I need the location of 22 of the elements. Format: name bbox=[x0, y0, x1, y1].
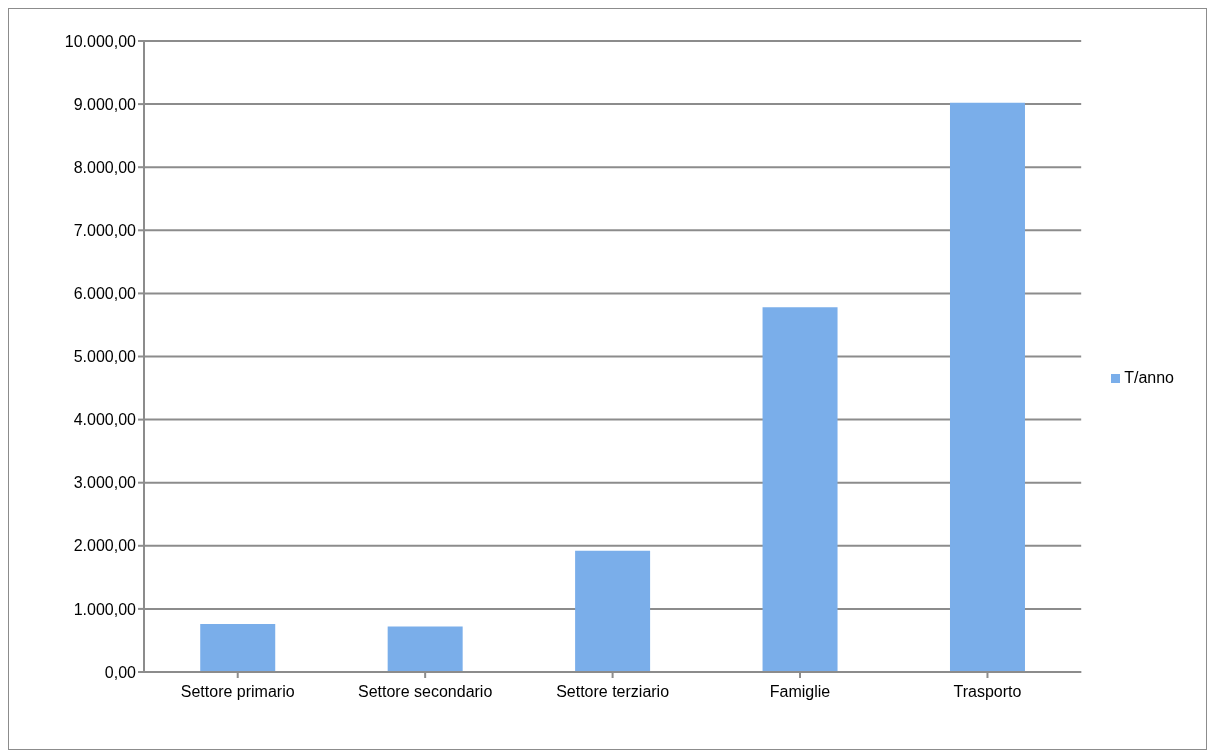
y-tick-label: 0,00 bbox=[104, 663, 137, 681]
y-tick-label: 8.000,00 bbox=[73, 158, 137, 176]
y-tick-label: 1.000,00 bbox=[73, 600, 137, 618]
y-tick-label: 7.000,00 bbox=[73, 221, 137, 239]
x-tick-label: Famiglie bbox=[769, 683, 831, 701]
bar bbox=[575, 550, 651, 672]
y-tick-label: 3.000,00 bbox=[73, 474, 137, 492]
x-tick-label: Settore secondario bbox=[358, 683, 493, 701]
y-tick-label: 5.000,00 bbox=[73, 348, 137, 366]
x-tick-label: Trasporto bbox=[953, 683, 1022, 701]
y-tick-label: 10.000,00 bbox=[64, 32, 137, 50]
x-tick-label: Settore terziario bbox=[556, 683, 670, 701]
y-tick-label: 9.000,00 bbox=[73, 95, 137, 113]
bar bbox=[200, 624, 276, 672]
legend-label: T/anno bbox=[1124, 369, 1174, 386]
y-tick-label: 4.000,00 bbox=[73, 411, 137, 429]
bar bbox=[949, 102, 1025, 672]
bar bbox=[387, 626, 463, 672]
bar bbox=[762, 307, 838, 672]
x-tick-label: Settore primario bbox=[180, 683, 295, 701]
y-tick-label: 2.000,00 bbox=[73, 537, 137, 555]
y-tick-label: 6.000,00 bbox=[73, 285, 137, 303]
